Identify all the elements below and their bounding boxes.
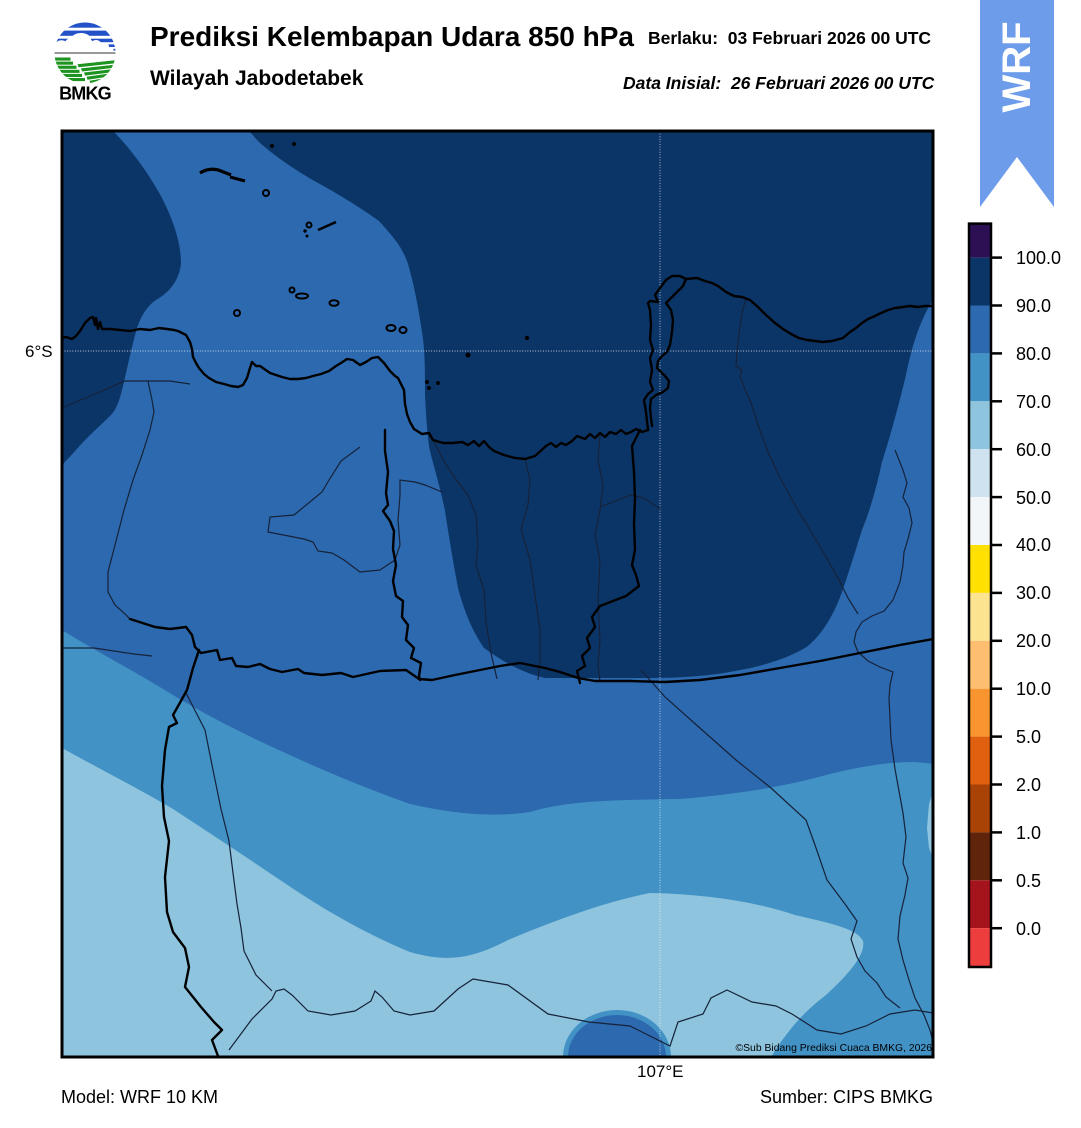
svg-text:10.0: 10.0 (1016, 679, 1051, 699)
svg-text:©Sub Bidang Prediksi Cuaca BMK: ©Sub Bidang Prediksi Cuaca BMKG, 2026 (735, 1043, 932, 1054)
svg-text:1.0: 1.0 (1016, 823, 1041, 843)
svg-text:50.0: 50.0 (1016, 488, 1051, 508)
svg-text:5.0: 5.0 (1016, 727, 1041, 747)
svg-text:0.5: 0.5 (1016, 871, 1041, 891)
svg-text:80.0: 80.0 (1016, 344, 1051, 364)
svg-text:70.0: 70.0 (1016, 392, 1051, 412)
svg-text:WRF: WRF (995, 21, 1039, 112)
svg-text:40.0: 40.0 (1016, 535, 1051, 555)
svg-text:20.0: 20.0 (1016, 631, 1051, 651)
svg-text:BMKG: BMKG (59, 84, 111, 104)
svg-text:100.0: 100.0 (1016, 248, 1061, 268)
svg-text:0.0: 0.0 (1016, 919, 1041, 939)
svg-text:90.0: 90.0 (1016, 296, 1051, 316)
svg-text:60.0: 60.0 (1016, 440, 1051, 460)
svg-text:2.0: 2.0 (1016, 775, 1041, 795)
svg-text:30.0: 30.0 (1016, 583, 1051, 603)
